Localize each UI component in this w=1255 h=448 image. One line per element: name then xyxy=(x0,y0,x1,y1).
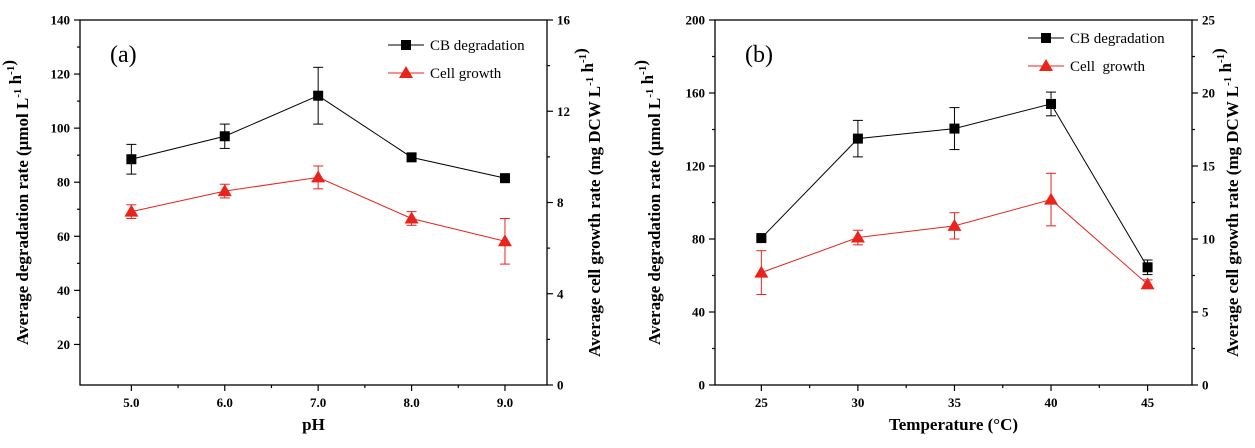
data-point-triangle xyxy=(404,211,419,224)
y-left-tick-label: 40 xyxy=(692,305,705,320)
data-point-triangle xyxy=(497,234,512,247)
y-right-tick-label: 0 xyxy=(557,378,564,393)
y-left-tick-label: 200 xyxy=(686,13,706,28)
y-left-tick-label: 60 xyxy=(57,229,70,244)
chart-panel-b: 25 30 35 40 45 0 40 80 120 160 200 0 5 10 15 20 25 Temper… xyxy=(631,13,1242,435)
data-point-triangle xyxy=(217,184,232,197)
y-left-tick-label: 120 xyxy=(686,159,706,174)
legend-marker-triangle xyxy=(399,66,413,78)
x-tick-label: 25 xyxy=(755,395,769,410)
data-point-square xyxy=(406,152,417,163)
y-right-tick-label: 10 xyxy=(1202,232,1215,247)
data-point-square xyxy=(126,154,137,165)
y-left-axis-title: Average degradation rate (μmol L-1 h-1) xyxy=(631,60,664,345)
y-right-tick-label: 4 xyxy=(557,286,564,301)
legend-label: CB degradation xyxy=(430,38,525,54)
data-point-triangle xyxy=(754,265,769,278)
series-cb-degradation xyxy=(756,91,1153,276)
y-right-axis-title: Average cell growth rate (mg DCW L-1 h-1… xyxy=(1209,48,1242,357)
y-right-tick-label: 16 xyxy=(557,13,571,28)
x-tick-label: 7.0 xyxy=(310,395,326,410)
data-point-triangle xyxy=(311,170,326,183)
series-cb-degradation xyxy=(126,66,510,184)
y-left-tick-label: 0 xyxy=(699,378,706,393)
legend-label: CB degradation xyxy=(1070,31,1165,47)
y-right-tick-label: 20 xyxy=(1202,86,1215,101)
x-tick-label: 40 xyxy=(1045,395,1058,410)
y-right-tick-label: 15 xyxy=(1202,159,1216,174)
data-point-triangle xyxy=(850,230,865,243)
series-cell-growth xyxy=(754,172,1155,295)
y-right-tick-label: 12 xyxy=(557,104,570,119)
panel-label: (b) xyxy=(745,42,773,68)
data-point-triangle xyxy=(124,204,139,217)
x-tick-label: 5.0 xyxy=(123,395,139,410)
data-point-square xyxy=(852,133,863,144)
data-point-triangle xyxy=(1044,192,1059,205)
y-right-tick-label: 8 xyxy=(557,195,564,210)
y-right-axis-title: Average cell growth rate (mg DCW L-1 h-1… xyxy=(571,48,604,357)
y-left-tick-label: 140 xyxy=(51,13,71,28)
y-left-tick-label: 120 xyxy=(51,67,71,82)
legend-marker-triangle xyxy=(1039,59,1053,71)
data-point-triangle xyxy=(947,218,962,231)
y-left-tick-label: 80 xyxy=(57,175,70,190)
legend-label: Cell growth xyxy=(430,66,502,82)
legend-label: Cell growth xyxy=(1070,59,1145,75)
series-cell-growth xyxy=(124,165,512,265)
legend-marker-square xyxy=(401,40,411,50)
y-right-tick-label: 0 xyxy=(1202,378,1209,393)
legend-marker-square xyxy=(1041,33,1051,43)
y-left-tick-label: 160 xyxy=(686,86,706,101)
x-axis-title: pH xyxy=(302,415,325,434)
x-axis-title: Temperature (°C) xyxy=(889,415,1018,434)
x-tick-label: 8.0 xyxy=(403,395,419,410)
chart-panel-a: 5.0 6.0 7.0 8.0 9.0 20 40 60 80 100 120 140 0 4 8 12 16 p… xyxy=(0,13,604,435)
y-left-tick-label: 40 xyxy=(57,283,70,298)
y-right-tick-label: 5 xyxy=(1202,305,1209,320)
panel-label: (a) xyxy=(110,42,137,68)
y-left-tick-label: 100 xyxy=(51,121,71,136)
x-tick-label: 45 xyxy=(1141,395,1155,410)
x-tick-label: 35 xyxy=(948,395,962,410)
data-point-square xyxy=(756,233,767,244)
data-point-square xyxy=(219,131,230,142)
y-left-axis-title: Average degradation rate (μmol L-1 h-1) xyxy=(0,60,32,345)
y-right-tick-label: 25 xyxy=(1202,13,1216,28)
data-point-triangle xyxy=(1140,277,1155,290)
x-tick-label: 30 xyxy=(851,395,864,410)
data-point-square xyxy=(1046,98,1057,109)
x-tick-label: 9.0 xyxy=(497,395,513,410)
data-point-square xyxy=(949,123,960,134)
y-left-tick-label: 20 xyxy=(57,337,70,352)
data-point-square xyxy=(313,90,324,101)
data-point-square xyxy=(499,173,510,184)
data-point-square xyxy=(1142,262,1153,273)
x-tick-label: 6.0 xyxy=(217,395,233,410)
y-left-tick-label: 80 xyxy=(692,232,705,247)
